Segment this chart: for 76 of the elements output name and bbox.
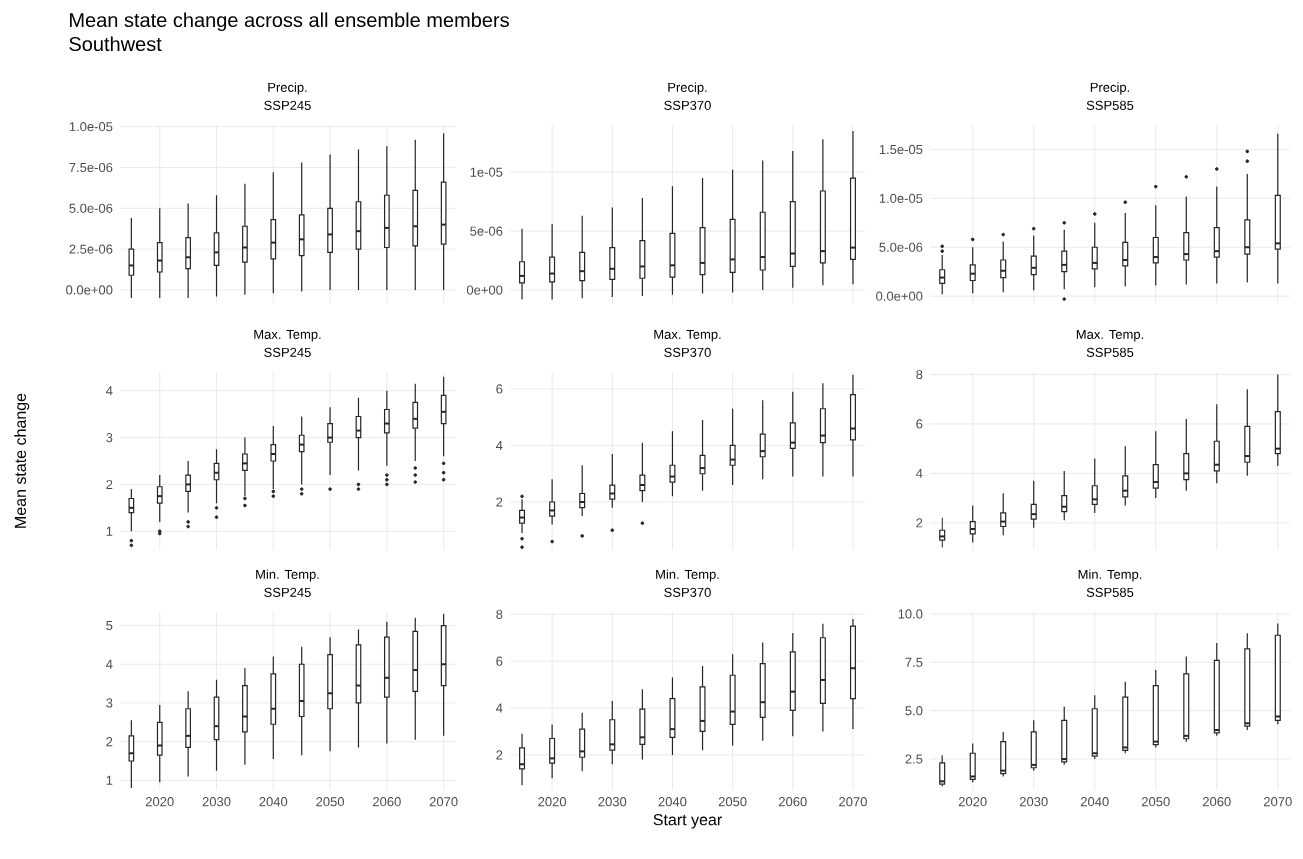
y-tick-label: 5.0e-06	[69, 203, 113, 213]
x-tick-label: 2050	[718, 797, 747, 807]
y-tick-label: 10.0	[898, 609, 923, 619]
x-tick-label: 2040	[658, 797, 687, 807]
chart-subtitle: SSP245	[264, 587, 311, 597]
y-tick-label: 4	[916, 468, 923, 478]
y-tick-label: 5e-06	[470, 226, 503, 236]
y-tick-label: 8	[916, 369, 923, 380]
y-tick-label: 3	[106, 698, 113, 708]
chart-subtitle: SSP585	[1086, 100, 1134, 110]
x-tick-label: 2020	[958, 797, 987, 807]
text: Southwest	[69, 36, 162, 52]
chart-subtitle: SSP585	[1086, 347, 1134, 357]
y-tick-label: 2	[496, 497, 503, 507]
chart-title: Min. Temp.	[656, 569, 719, 582]
x-tick-label: 2060	[1202, 797, 1231, 807]
x-tick-label: 2040	[1080, 797, 1109, 807]
y-tick-label: 8	[496, 609, 503, 619]
y-tick-label: 1e-05	[470, 167, 503, 177]
chart-subtitle: SSP245	[264, 100, 311, 110]
y-tick-label: 2	[106, 737, 113, 747]
y-tick-label: 6	[496, 384, 503, 394]
y-axis-title: Mean state change	[14, 393, 30, 528]
y-tick-label: 6	[916, 419, 923, 429]
y-tick-label: 2	[496, 750, 503, 760]
y-tick-label: 2	[916, 518, 923, 528]
x-tick-label: 2060	[779, 797, 807, 807]
y-tick-label: 7.5e-06	[69, 162, 113, 173]
y-tick-label: 1	[106, 526, 113, 536]
y-tick-label: 2.5e-06	[69, 244, 113, 254]
x-tick-label: 2030	[1019, 797, 1048, 807]
y-tick-label: 0.0e+00	[876, 291, 923, 301]
text: Mean state change across all ensemble members	[70, 12, 509, 32]
y-tick-label: 1.5e-05	[879, 144, 923, 155]
y-tick-label: 1	[106, 775, 113, 785]
x-axis-title: Start year	[653, 814, 722, 829]
chart-title: Precip.	[1090, 82, 1130, 95]
chart-title: Min. Temp.	[1078, 569, 1142, 582]
x-tick-label: 2060	[373, 797, 401, 807]
chart-title: Max. Temp.	[654, 329, 721, 342]
chart-title: Precip.	[268, 82, 307, 95]
chart-title: Min. Temp.	[256, 569, 319, 582]
y-tick-label: 1.0e-05	[879, 193, 923, 203]
x-tick-label: 2030	[598, 797, 627, 807]
y-tick-label: 4	[496, 441, 503, 450]
y-tick-label: 4	[496, 703, 503, 713]
y-tick-label: 0e+00	[466, 285, 503, 295]
y-tick-label: 5.0e-06	[879, 242, 923, 252]
x-tick-label: 2070	[839, 797, 867, 807]
chart-subtitle: SSP370	[664, 587, 711, 597]
x-tick-label: 2040	[259, 797, 288, 807]
x-tick-label: 2030	[202, 797, 231, 807]
y-tick-label: 5	[106, 621, 113, 631]
y-tick-label: 7.5	[905, 657, 923, 667]
x-tick-label: 2020	[145, 797, 174, 807]
x-tick-label: 2050	[1141, 797, 1170, 807]
y-tick-label: 2.5	[905, 754, 923, 764]
y-tick-label: 0.0e+00	[66, 285, 113, 295]
x-tick-label: 2020	[538, 797, 567, 807]
chart-subtitle: SSP370	[664, 347, 711, 357]
chart-subtitle: SSP370	[664, 100, 711, 110]
x-tick-label: 2070	[1264, 797, 1292, 807]
y-tick-label: 4	[106, 659, 113, 669]
y-tick-label: 5.0	[905, 706, 923, 716]
chart-title: Precip.	[668, 82, 707, 95]
chart-title: Max. Temp.	[254, 329, 321, 342]
x-tick-label: 2070	[429, 797, 458, 807]
chart-title: Max. Temp.	[1076, 329, 1143, 342]
y-tick-label: 2	[106, 479, 113, 489]
chart-subtitle: SSP585	[1086, 587, 1134, 597]
y-tick-label: 6	[496, 656, 503, 666]
chart-subtitle: SSP245	[264, 347, 311, 357]
y-tick-label: 1.0e-05	[69, 122, 113, 132]
y-tick-label: 4	[106, 386, 113, 396]
x-tick-label: 2050	[316, 797, 345, 807]
y-tick-label: 3	[106, 433, 113, 443]
